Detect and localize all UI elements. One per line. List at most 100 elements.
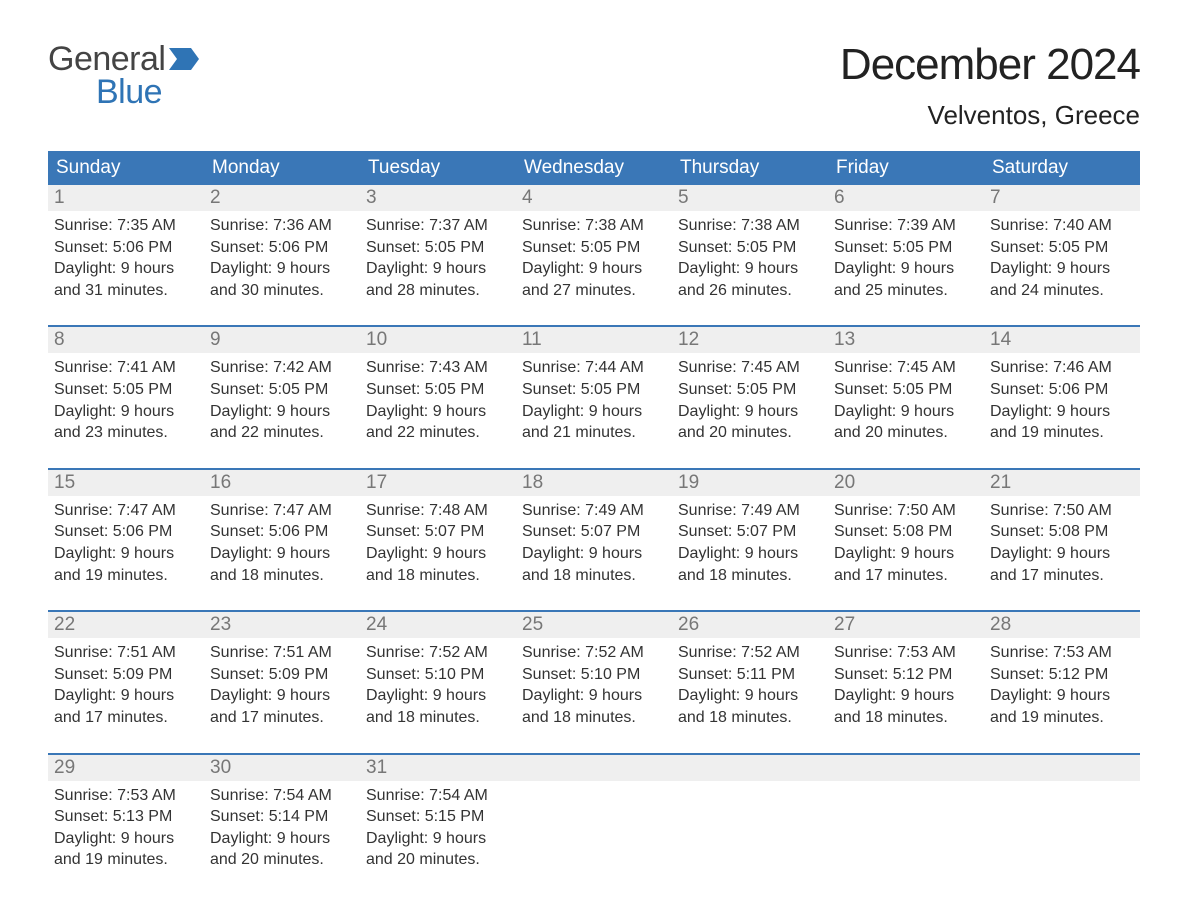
week-content-row: Sunrise: 7:51 AMSunset: 5:09 PMDaylight:… bbox=[48, 638, 1140, 752]
sunrise-line: Sunrise: 7:43 AM bbox=[366, 357, 508, 379]
sunset-line: Sunset: 5:12 PM bbox=[990, 664, 1132, 686]
daylight-line-2: and 19 minutes. bbox=[990, 707, 1132, 729]
daylight-line-1: Daylight: 9 hours bbox=[990, 401, 1132, 423]
sunset-line: Sunset: 5:05 PM bbox=[834, 237, 976, 259]
daylight-line-1: Daylight: 9 hours bbox=[834, 401, 976, 423]
sunrise-line: Sunrise: 7:37 AM bbox=[366, 215, 508, 237]
sunrise-line: Sunrise: 7:51 AM bbox=[54, 642, 196, 664]
day-number bbox=[984, 755, 1140, 781]
daylight-line-2: and 20 minutes. bbox=[834, 422, 976, 444]
sunset-line: Sunset: 5:05 PM bbox=[834, 379, 976, 401]
daylight-line-2: and 28 minutes. bbox=[366, 280, 508, 302]
sunrise-line: Sunrise: 7:38 AM bbox=[678, 215, 820, 237]
daylight-line-2: and 20 minutes. bbox=[678, 422, 820, 444]
sunset-line: Sunset: 5:05 PM bbox=[366, 379, 508, 401]
daylight-line-1: Daylight: 9 hours bbox=[210, 258, 352, 280]
sunrise-line: Sunrise: 7:49 AM bbox=[678, 500, 820, 522]
daylight-line-1: Daylight: 9 hours bbox=[210, 685, 352, 707]
day-number: 17 bbox=[360, 470, 516, 496]
day-cell: Sunrise: 7:37 AMSunset: 5:05 PMDaylight:… bbox=[360, 211, 516, 325]
daynum-row: 1234567 bbox=[48, 185, 1140, 211]
day-number: 2 bbox=[204, 185, 360, 211]
day-header-tuesday: Tuesday bbox=[360, 151, 516, 185]
sunset-line: Sunset: 5:15 PM bbox=[366, 806, 508, 828]
daylight-line-1: Daylight: 9 hours bbox=[210, 401, 352, 423]
daylight-line-2: and 18 minutes. bbox=[522, 565, 664, 587]
daylight-line-1: Daylight: 9 hours bbox=[990, 543, 1132, 565]
sunset-line: Sunset: 5:07 PM bbox=[678, 521, 820, 543]
title-block: December 2024 Velventos, Greece bbox=[840, 40, 1140, 131]
day-cell bbox=[672, 781, 828, 895]
daylight-line-1: Daylight: 9 hours bbox=[54, 401, 196, 423]
day-number: 9 bbox=[204, 327, 360, 353]
weeks-container: 1234567Sunrise: 7:35 AMSunset: 5:06 PMDa… bbox=[48, 185, 1140, 895]
daylight-line-2: and 25 minutes. bbox=[834, 280, 976, 302]
day-number: 10 bbox=[360, 327, 516, 353]
sunrise-line: Sunrise: 7:46 AM bbox=[990, 357, 1132, 379]
day-header-wednesday: Wednesday bbox=[516, 151, 672, 185]
daylight-line-2: and 24 minutes. bbox=[990, 280, 1132, 302]
daylight-line-1: Daylight: 9 hours bbox=[366, 685, 508, 707]
day-header-friday: Friday bbox=[828, 151, 984, 185]
daylight-line-1: Daylight: 9 hours bbox=[522, 543, 664, 565]
sunset-line: Sunset: 5:06 PM bbox=[54, 521, 196, 543]
daylight-line-2: and 19 minutes. bbox=[54, 849, 196, 871]
day-cell: Sunrise: 7:36 AMSunset: 5:06 PMDaylight:… bbox=[204, 211, 360, 325]
sunset-line: Sunset: 5:10 PM bbox=[522, 664, 664, 686]
daylight-line-2: and 18 minutes. bbox=[366, 707, 508, 729]
daylight-line-2: and 20 minutes. bbox=[366, 849, 508, 871]
day-number: 8 bbox=[48, 327, 204, 353]
sunrise-line: Sunrise: 7:35 AM bbox=[54, 215, 196, 237]
logo-text-blue: Blue bbox=[96, 73, 199, 112]
logo: General Blue bbox=[48, 40, 199, 112]
sunset-line: Sunset: 5:13 PM bbox=[54, 806, 196, 828]
daynum-row: 293031 bbox=[48, 755, 1140, 781]
day-cell: Sunrise: 7:50 AMSunset: 5:08 PMDaylight:… bbox=[984, 496, 1140, 610]
sunrise-line: Sunrise: 7:36 AM bbox=[210, 215, 352, 237]
day-number: 28 bbox=[984, 612, 1140, 638]
daylight-line-2: and 22 minutes. bbox=[366, 422, 508, 444]
daylight-line-2: and 17 minutes. bbox=[834, 565, 976, 587]
day-header-sunday: Sunday bbox=[48, 151, 204, 185]
day-number: 11 bbox=[516, 327, 672, 353]
day-cell: Sunrise: 7:53 AMSunset: 5:12 PMDaylight:… bbox=[984, 638, 1140, 752]
flag-icon bbox=[169, 48, 199, 75]
sunset-line: Sunset: 5:11 PM bbox=[678, 664, 820, 686]
daylight-line-1: Daylight: 9 hours bbox=[678, 543, 820, 565]
day-cell: Sunrise: 7:47 AMSunset: 5:06 PMDaylight:… bbox=[48, 496, 204, 610]
sunrise-line: Sunrise: 7:47 AM bbox=[210, 500, 352, 522]
week-content-row: Sunrise: 7:53 AMSunset: 5:13 PM Daylight:… bbox=[48, 781, 1140, 895]
daylight-line-2: and 31 minutes. bbox=[54, 280, 196, 302]
day-cell: Sunrise: 7:41 AMSunset: 5:05 PMDaylight:… bbox=[48, 353, 204, 467]
sunrise-line: Sunrise: 7:53 AM bbox=[54, 785, 196, 807]
day-cell: Sunrise: 7:46 AMSunset: 5:06 PMDaylight:… bbox=[984, 353, 1140, 467]
week-content-row: Sunrise: 7:41 AMSunset: 5:05 PMDaylight:… bbox=[48, 353, 1140, 467]
daylight-line-2: and 22 minutes. bbox=[210, 422, 352, 444]
daylight-line-1: Daylight: 9 hours bbox=[366, 828, 508, 850]
sunrise-line: Sunrise: 7:40 AM bbox=[990, 215, 1132, 237]
daylight-line-1: Daylight: 9 hours bbox=[522, 401, 664, 423]
day-cell bbox=[984, 781, 1140, 895]
day-number: 21 bbox=[984, 470, 1140, 496]
day-cell: Sunrise: 7:38 AMSunset: 5:05 PMDaylight:… bbox=[516, 211, 672, 325]
daylight-line-2: and 18 minutes. bbox=[210, 565, 352, 587]
day-number: 24 bbox=[360, 612, 516, 638]
day-number: 27 bbox=[828, 612, 984, 638]
day-number: 5 bbox=[672, 185, 828, 211]
sunrise-line: Sunrise: 7:51 AM bbox=[210, 642, 352, 664]
day-cell: Sunrise: 7:40 AMSunset: 5:05 PMDaylight:… bbox=[984, 211, 1140, 325]
day-header-row: SundayMondayTuesdayWednesdayThursdayFrid… bbox=[48, 151, 1140, 185]
day-header-saturday: Saturday bbox=[984, 151, 1140, 185]
day-number: 15 bbox=[48, 470, 204, 496]
day-number bbox=[672, 755, 828, 781]
day-header-thursday: Thursday bbox=[672, 151, 828, 185]
daylight-line-2: and 18 minutes. bbox=[834, 707, 976, 729]
sunrise-line: Sunrise: 7:48 AM bbox=[366, 500, 508, 522]
sunrise-line: Sunrise: 7:53 AM bbox=[834, 642, 976, 664]
day-cell: Sunrise: 7:35 AMSunset: 5:06 PMDaylight:… bbox=[48, 211, 204, 325]
daylight-line-2: and 26 minutes. bbox=[678, 280, 820, 302]
sunset-line: Sunset: 5:08 PM bbox=[834, 521, 976, 543]
daylight-line-1: Daylight: 9 hours bbox=[54, 543, 196, 565]
day-cell: Sunrise: 7:43 AMSunset: 5:05 PMDaylight:… bbox=[360, 353, 516, 467]
sunrise-line: Sunrise: 7:52 AM bbox=[522, 642, 664, 664]
